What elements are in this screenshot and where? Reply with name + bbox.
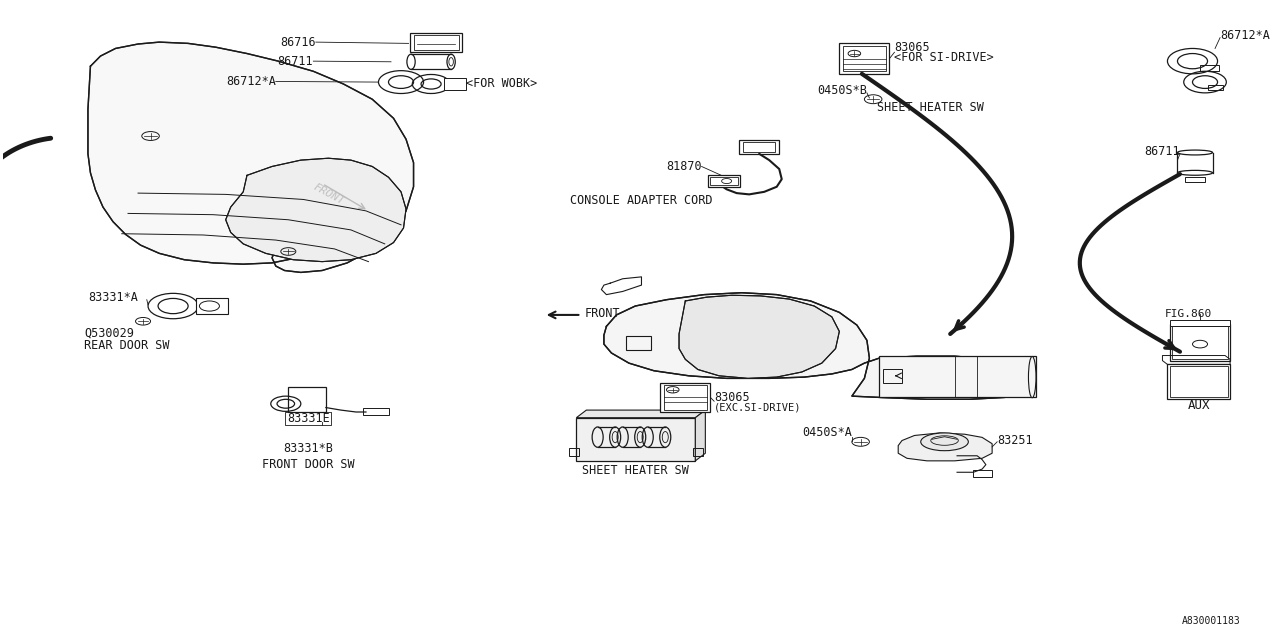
Polygon shape: [680, 295, 840, 378]
Ellipse shape: [920, 433, 969, 451]
Bar: [1170, 324, 1230, 361]
Bar: [288, 387, 326, 412]
Bar: [708, 175, 740, 187]
Text: 86712*A: 86712*A: [1220, 29, 1270, 42]
Text: 86711: 86711: [278, 54, 314, 68]
Text: FRONT DOOR SW: FRONT DOOR SW: [262, 458, 355, 471]
Bar: [1170, 320, 1230, 326]
Bar: [413, 35, 458, 51]
Text: 0450S*A: 0450S*A: [803, 426, 852, 440]
Circle shape: [677, 386, 691, 394]
Text: (EXC.SI-DRIVE): (EXC.SI-DRIVE): [714, 403, 801, 413]
Text: FIG.860: FIG.860: [1165, 308, 1212, 319]
Text: <FOR SI-DRIVE>: <FOR SI-DRIVE>: [895, 51, 995, 64]
Polygon shape: [899, 433, 992, 461]
Bar: [840, 44, 890, 74]
Bar: [973, 470, 992, 477]
Bar: [1207, 85, 1222, 90]
Bar: [1172, 326, 1228, 359]
Text: 86712*A: 86712*A: [225, 75, 275, 88]
Text: 0450S*B: 0450S*B: [817, 84, 867, 97]
Bar: [664, 385, 707, 410]
Text: 83251: 83251: [997, 434, 1033, 447]
Bar: [660, 383, 710, 412]
Text: 81870: 81870: [666, 160, 701, 173]
Text: REAR DOOR SW: REAR DOOR SW: [84, 339, 170, 352]
Bar: [576, 418, 695, 461]
Polygon shape: [225, 158, 406, 262]
Bar: [1170, 365, 1228, 397]
Bar: [883, 369, 902, 383]
Polygon shape: [695, 410, 705, 461]
Text: Q530029: Q530029: [84, 326, 134, 339]
Bar: [568, 448, 579, 456]
Bar: [196, 298, 228, 314]
Bar: [410, 33, 462, 52]
Text: 83065: 83065: [714, 391, 750, 404]
Text: 86716: 86716: [280, 36, 316, 49]
Bar: [444, 77, 466, 90]
Bar: [626, 337, 652, 351]
Bar: [1185, 177, 1204, 182]
Text: 83331E: 83331E: [287, 412, 330, 425]
Bar: [364, 408, 389, 415]
Polygon shape: [88, 42, 413, 273]
Text: AUX: AUX: [1188, 399, 1210, 412]
Text: 83331*A: 83331*A: [88, 291, 138, 304]
Bar: [739, 140, 780, 154]
Text: <FOR WOBK>: <FOR WOBK>: [466, 77, 538, 90]
Text: FRONT: FRONT: [311, 182, 346, 207]
Text: FRONT: FRONT: [585, 307, 621, 320]
Text: SHEET HEATER SW: SHEET HEATER SW: [877, 101, 984, 114]
Bar: [1201, 65, 1219, 71]
Ellipse shape: [1028, 356, 1036, 397]
Text: 83331*B: 83331*B: [283, 442, 333, 454]
Text: SHEET HEATER SW: SHEET HEATER SW: [582, 465, 689, 477]
Text: 83065: 83065: [895, 41, 931, 54]
Polygon shape: [604, 292, 1036, 399]
Text: 86711: 86711: [1144, 145, 1180, 158]
Bar: [692, 448, 703, 456]
Text: A830001183: A830001183: [1181, 616, 1240, 626]
Bar: [1167, 364, 1230, 399]
Bar: [879, 356, 1036, 397]
Bar: [844, 46, 886, 71]
Polygon shape: [576, 410, 705, 418]
Bar: [742, 141, 776, 152]
Bar: [710, 177, 737, 186]
Text: CONSOLE ADAPTER CORD: CONSOLE ADAPTER CORD: [570, 194, 713, 207]
